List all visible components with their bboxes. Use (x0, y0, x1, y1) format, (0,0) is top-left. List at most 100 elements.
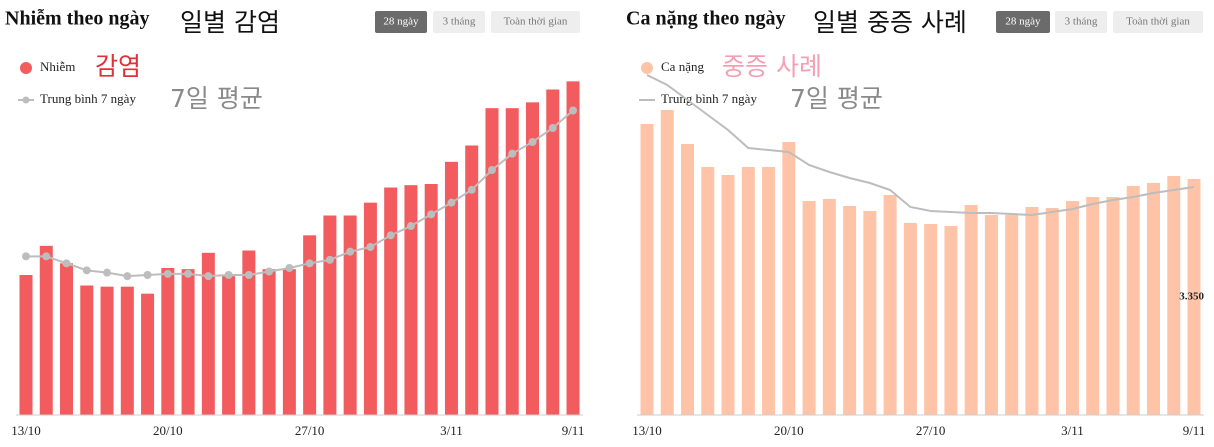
button-bg (433, 11, 485, 33)
average-marker (569, 106, 578, 115)
button-bg (375, 11, 427, 33)
average-marker (548, 124, 557, 132)
bar (802, 201, 816, 415)
average-line (646, 74, 1195, 217)
average-marker (224, 271, 233, 279)
x-tick-label: 3/11 (440, 423, 463, 438)
bar (363, 202, 377, 415)
range-button[interactable]: 28 ngày (996, 11, 1050, 33)
bar (944, 226, 958, 415)
bar (701, 167, 715, 415)
average-marker (447, 198, 456, 207)
button-label: Toàn thời gian (504, 16, 568, 28)
range-button[interactable]: Toàn thời gian (491, 11, 580, 33)
bar (1147, 183, 1160, 415)
range-button[interactable]: 28 ngày (375, 11, 427, 33)
range-button[interactable]: Toàn thời gian (1113, 11, 1203, 33)
average-marker (528, 138, 537, 146)
bar (222, 276, 236, 415)
average-marker (184, 269, 193, 278)
x-tick-label: 3/11 (1061, 423, 1084, 438)
bar (1065, 201, 1079, 415)
button-bg (1113, 11, 1203, 33)
bar (303, 235, 317, 415)
bar (640, 124, 654, 415)
average-marker (62, 259, 71, 268)
legend-label-ko: 7일 평균 (170, 84, 263, 113)
bar (924, 224, 938, 415)
bar (1106, 197, 1120, 415)
bar (681, 144, 695, 415)
range-button[interactable]: 3 tháng (433, 11, 485, 33)
bar (964, 205, 978, 415)
bar (1005, 215, 1019, 415)
bar (323, 215, 337, 415)
bar (863, 211, 877, 415)
bar (1187, 179, 1201, 415)
bar (181, 269, 195, 415)
bar (883, 195, 897, 415)
bar (566, 81, 580, 415)
bar (80, 285, 94, 415)
button-bg (1055, 11, 1107, 33)
button-label: 28 ngày (1005, 16, 1041, 28)
bar (505, 108, 519, 416)
average-marker (244, 271, 253, 279)
x-tick-label: 9/11 (562, 423, 585, 438)
legend-label: Nhiễm (40, 59, 75, 74)
legend-marker (22, 96, 30, 104)
average-marker (285, 264, 294, 272)
legend-label-ko: 감염 (95, 52, 141, 81)
bar (1167, 176, 1181, 415)
range-button[interactable]: 3 tháng (1055, 11, 1107, 33)
bar (161, 268, 175, 415)
bar (384, 187, 398, 415)
average-marker (487, 166, 496, 174)
bar (242, 250, 256, 415)
chart-title: Ca nặng theo ngày (626, 8, 785, 30)
average-marker (265, 267, 274, 276)
bar (1025, 207, 1039, 415)
legend-label: Trung bình 7 ngày (40, 91, 136, 106)
x-tick-label: 9/11 (1183, 423, 1206, 438)
chart-title-ko: 일별 감염 (180, 8, 280, 37)
average-marker (204, 272, 213, 281)
average-line (26, 109, 574, 278)
bar (762, 167, 776, 415)
bar (782, 142, 796, 415)
button-bg (996, 11, 1050, 33)
bar (282, 269, 296, 415)
bar (903, 223, 917, 415)
bar (1086, 197, 1100, 415)
bar (424, 184, 438, 415)
average-marker (143, 271, 152, 279)
bar (262, 269, 276, 415)
legend-label: Ca nặng (661, 59, 704, 74)
legend-label-ko: 7일 평균 (790, 84, 883, 113)
bar (1126, 186, 1140, 415)
bar (485, 108, 499, 416)
legend-label: Trung bình 7 ngày (661, 91, 757, 106)
x-tick-label: 13/10 (11, 423, 41, 438)
bar (141, 293, 155, 415)
button-label: 3 tháng (443, 16, 476, 28)
bar (120, 286, 134, 415)
average-marker (386, 231, 395, 240)
bar (1045, 208, 1059, 415)
bar (546, 89, 560, 415)
x-tick-label: 20/10 (153, 423, 183, 438)
button-label: 28 ngày (383, 16, 419, 28)
x-tick-label: 27/10 (916, 423, 946, 438)
x-tick-label: 13/10 (632, 423, 662, 438)
bar (660, 110, 674, 415)
chart-title-ko: 일별 중증 사례 (813, 8, 967, 37)
button-bg (491, 11, 580, 33)
legend-swatch (20, 62, 32, 74)
bar (444, 161, 458, 415)
average-marker (163, 269, 172, 278)
legend-label-ko: 중증 사례 (722, 52, 822, 81)
average-marker (325, 255, 334, 264)
bar (343, 215, 357, 415)
button-label: 3 tháng (1065, 16, 1098, 28)
